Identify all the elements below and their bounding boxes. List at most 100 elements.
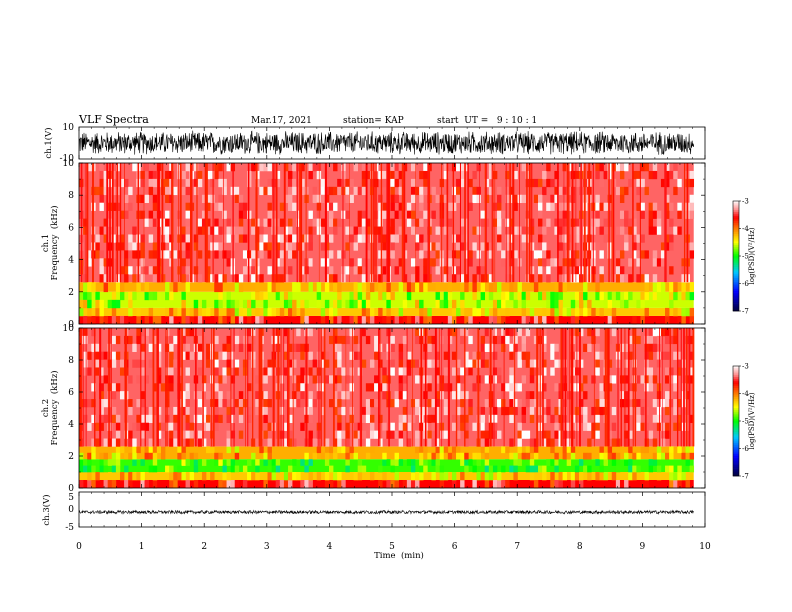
spectrogram-cell	[238, 282, 244, 293]
spectrogram-cell	[279, 430, 285, 439]
colorbar-label: log(PSD)(V²/Hz)	[748, 227, 756, 284]
spectrogram-cell	[288, 218, 293, 227]
spectrogram-cell	[488, 163, 494, 172]
spectrogram-cell	[226, 430, 231, 439]
colorbar-tick-label: -5	[742, 253, 749, 261]
spectrogram-cell	[320, 234, 326, 243]
spectrogram-cell	[177, 465, 182, 473]
spectrogram-cell	[148, 234, 154, 243]
spectrogram-cell	[283, 351, 289, 360]
spectrogram-cell	[210, 375, 215, 384]
spectrogram-cell	[300, 375, 305, 384]
spectrogram-cell	[415, 274, 420, 283]
spectrogram-cell	[156, 343, 162, 352]
spectrogram-cell	[423, 282, 428, 293]
spectrogram-cell	[222, 250, 227, 259]
spectrogram-cell	[423, 452, 428, 460]
spectrogram-cell	[103, 226, 108, 235]
colorbar-segment	[733, 465, 739, 468]
spectrogram-cell	[312, 438, 317, 447]
spectrogram-cell	[546, 430, 551, 439]
spectrogram-cell	[562, 218, 567, 227]
spectrogram-cell	[263, 299, 268, 309]
spectrogram-cell	[247, 315, 252, 325]
spectrogram-cell	[546, 438, 551, 447]
spectrogram-cell	[423, 170, 428, 180]
spectrogram-cell	[472, 383, 477, 392]
spectrogram-cell	[628, 472, 633, 481]
spectrogram-cell	[644, 406, 649, 416]
spectrogram-cell	[193, 452, 199, 460]
spectrogram-cell	[247, 383, 252, 392]
spectrogram-cell	[427, 438, 432, 447]
spectrogram-cell	[607, 446, 613, 454]
spectrogram-cell	[562, 186, 567, 196]
spectrogram-cell	[267, 178, 272, 188]
spectrogram-cell	[410, 163, 416, 172]
spectrogram-cell	[443, 472, 449, 481]
spectrogram-cell	[624, 291, 629, 301]
spectrogram-cell	[369, 399, 375, 408]
spectrogram-cell	[222, 178, 227, 188]
spectrogram-cell	[124, 194, 129, 204]
spectrogram-cell	[337, 375, 342, 384]
spectrogram-cell	[435, 226, 440, 235]
spectrogram-cell	[607, 375, 613, 384]
spectrogram-cell	[468, 202, 473, 211]
spectrogram-cell	[390, 250, 395, 259]
spectrogram-cell	[382, 242, 387, 251]
spectrogram-cell	[505, 383, 510, 392]
spectrogram-cell	[267, 307, 272, 317]
spectrogram-cell	[665, 178, 670, 188]
spectrogram-cell	[177, 210, 182, 219]
frequency-tick-label: 0	[68, 320, 74, 330]
spectrogram-cell	[382, 422, 387, 431]
spectrogram-cell	[119, 210, 125, 219]
spectrogram-cell	[99, 422, 104, 431]
spectrogram-cell	[398, 430, 404, 439]
spectrogram-cell	[95, 359, 100, 368]
spectrogram-cell	[292, 186, 297, 196]
spectrogram-cell	[394, 315, 399, 325]
spectrogram-cell	[525, 430, 531, 439]
spectrogram-cell	[648, 218, 654, 227]
spectrogram-cell	[521, 163, 527, 172]
spectrogram-cell	[324, 459, 330, 466]
spectrogram-cell	[226, 367, 231, 376]
spectrogram-cell	[464, 234, 469, 243]
spectrogram-cell	[181, 343, 186, 352]
colorbar-segment	[733, 300, 739, 303]
spectrogram-cell	[517, 383, 522, 392]
spectrogram-cell	[644, 343, 649, 352]
spectrogram-cell	[288, 186, 293, 196]
spectrogram-cell	[144, 291, 149, 301]
spectrogram-cell	[611, 472, 617, 481]
spectrogram-cell	[468, 406, 473, 416]
spectrogram-cell	[308, 170, 313, 180]
spectrogram-cell	[492, 430, 498, 439]
spectrogram-cell	[361, 218, 367, 227]
spectrogram-cell	[443, 266, 449, 275]
spectrogram-cell	[345, 226, 350, 235]
spectrogram-cell	[337, 343, 342, 352]
spectrogram-cell	[378, 234, 383, 243]
spectrogram-cell	[87, 291, 92, 301]
spectrogram-cell	[525, 328, 531, 337]
spectrogram-cell	[201, 335, 207, 345]
spectrogram-cell	[423, 307, 428, 317]
spectrogram-cell	[451, 202, 457, 211]
spectrogram-cell	[300, 422, 305, 431]
spectrogram-cell	[570, 472, 576, 481]
spectrogram-cell	[611, 438, 617, 447]
spectrogram-cell	[464, 250, 469, 259]
spectrogram-cell	[390, 452, 395, 460]
spectrogram-cell	[111, 465, 117, 473]
frequency-tick-label: 2	[68, 288, 74, 298]
spectrogram-cell	[521, 242, 527, 251]
spectrogram-cell	[410, 359, 416, 368]
spectrogram-cell	[218, 351, 223, 360]
spectrogram-cell	[169, 367, 174, 376]
spectrogram-cell	[550, 194, 555, 204]
spectrogram-cell	[529, 406, 535, 416]
spectrogram-cell	[480, 335, 486, 345]
